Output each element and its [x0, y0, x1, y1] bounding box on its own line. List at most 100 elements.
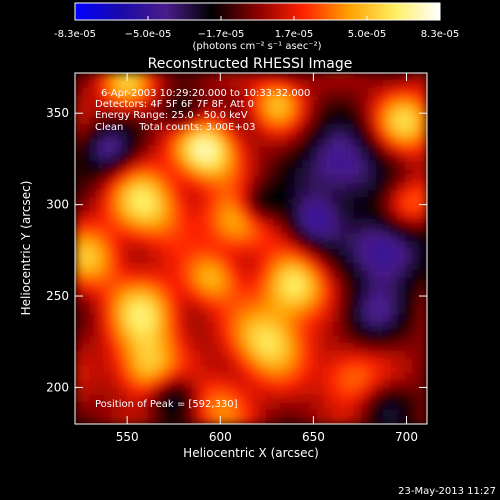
heatmap-cell [287, 380, 296, 389]
heatmap-cell [324, 131, 333, 140]
heatmap-cell [346, 321, 355, 330]
heatmap-cell [170, 182, 179, 191]
heatmap-cell [185, 182, 193, 191]
heatmap-cell [273, 226, 281, 235]
heatmap-cell [397, 299, 406, 308]
heatmap-cell [229, 248, 237, 257]
annotation-energy-range: Energy Range: 25.0 - 50.0 keV [95, 110, 248, 121]
heatmap-cell [119, 73, 127, 81]
heatmap-cell [89, 204, 98, 213]
colorbar-tick-label: -8.3e-05 [54, 29, 96, 40]
heatmap-cell [258, 350, 267, 359]
heatmap-cell [383, 116, 391, 125]
heatmap-cell [258, 277, 267, 286]
heatmap-cell [339, 168, 347, 176]
heatmap-cell [419, 358, 427, 367]
heatmap-cell [309, 124, 318, 133]
heatmap-cell [170, 270, 179, 279]
heatmap-cell [295, 153, 303, 162]
heatmap-cell [251, 131, 259, 140]
heatmap-cell [97, 350, 105, 359]
heatmap-cell [141, 102, 149, 111]
heatmap-cell [229, 409, 237, 418]
heatmap-cell [75, 307, 83, 315]
heatmap-cell [412, 153, 421, 162]
heatmap-cell [251, 197, 259, 206]
heatmap-cell [221, 109, 230, 118]
heatmap-cell [412, 255, 421, 264]
heatmap-cell [383, 358, 391, 367]
heatmap-cell [405, 190, 413, 198]
heatmap-cell [229, 94, 237, 103]
heatmap-cell [251, 402, 259, 410]
heatmap-cell [214, 160, 223, 169]
heatmap-cell [207, 380, 215, 389]
heatmap-cell [104, 277, 113, 286]
heatmap-cell [214, 285, 223, 293]
heatmap-cell [126, 402, 135, 410]
heatmap-cell [309, 248, 318, 257]
heatmap-cell [309, 190, 318, 198]
heatmap-cell [353, 263, 362, 272]
heatmap-cell [199, 350, 208, 359]
heatmap-cell [97, 102, 105, 111]
heatmap-cell [97, 204, 105, 213]
heatmap-cell [141, 226, 149, 235]
heatmap-cell [324, 226, 333, 235]
heatmap-cell [111, 336, 120, 345]
heatmap-cell [214, 372, 223, 381]
heatmap-cell [75, 328, 83, 337]
heatmap-cell [126, 204, 135, 213]
heatmap-cell [177, 409, 186, 418]
heatmap-cell [119, 365, 127, 374]
heatmap-cell [317, 124, 325, 133]
heatmap-cell [163, 321, 171, 330]
heatmap-cell [192, 416, 201, 424]
heatmap-cell [163, 380, 171, 389]
heatmap-cell [192, 219, 201, 228]
heatmap-cell [75, 175, 83, 184]
heatmap-cell [309, 299, 318, 308]
heatmap-cell [339, 255, 347, 264]
heatmap-cell [141, 350, 149, 359]
heatmap-cell [309, 146, 318, 155]
heatmap-cell [265, 387, 274, 396]
heatmap-cell [82, 255, 91, 264]
heatmap-cell [331, 263, 340, 272]
heatmap-cell [368, 190, 377, 198]
heatmap-cell [75, 138, 83, 147]
heatmap-cell [251, 233, 259, 242]
heatmap-cell [148, 307, 157, 315]
heatmap-cell [170, 226, 179, 235]
heatmap-cell [75, 343, 83, 352]
heatmap-cell [295, 197, 303, 206]
heatmap-cell [126, 292, 135, 301]
heatmap-cell [207, 343, 215, 352]
heatmap-cell [309, 285, 318, 293]
heatmap-cell [258, 211, 267, 220]
heatmap-cell [251, 138, 259, 147]
heatmap-cell [185, 146, 193, 155]
heatmap-cell [405, 409, 413, 418]
heatmap-cell [331, 197, 340, 206]
heatmap-cell [141, 394, 149, 403]
heatmap-cell [185, 255, 193, 264]
heatmap-cell [163, 109, 171, 118]
heatmap-cell [111, 138, 120, 147]
heatmap-cell [163, 233, 171, 242]
heatmap-cell [419, 299, 427, 308]
heatmap-cell [339, 182, 347, 191]
heatmap-cell [419, 138, 427, 147]
heatmap-cell [236, 204, 245, 213]
heatmap-cell [383, 416, 391, 424]
heatmap-cell [214, 299, 223, 308]
heatmap-cell [397, 190, 406, 198]
heatmap-cell [265, 263, 274, 272]
heatmap-cell [163, 138, 171, 147]
heatmap-cell [229, 102, 237, 111]
heatmap-cell [82, 314, 91, 323]
heatmap-cell [368, 241, 377, 250]
heatmap-cell [82, 416, 91, 424]
colorbar-tick-label: 1.7e-05 [275, 29, 313, 40]
heatmap-cell [185, 168, 193, 176]
